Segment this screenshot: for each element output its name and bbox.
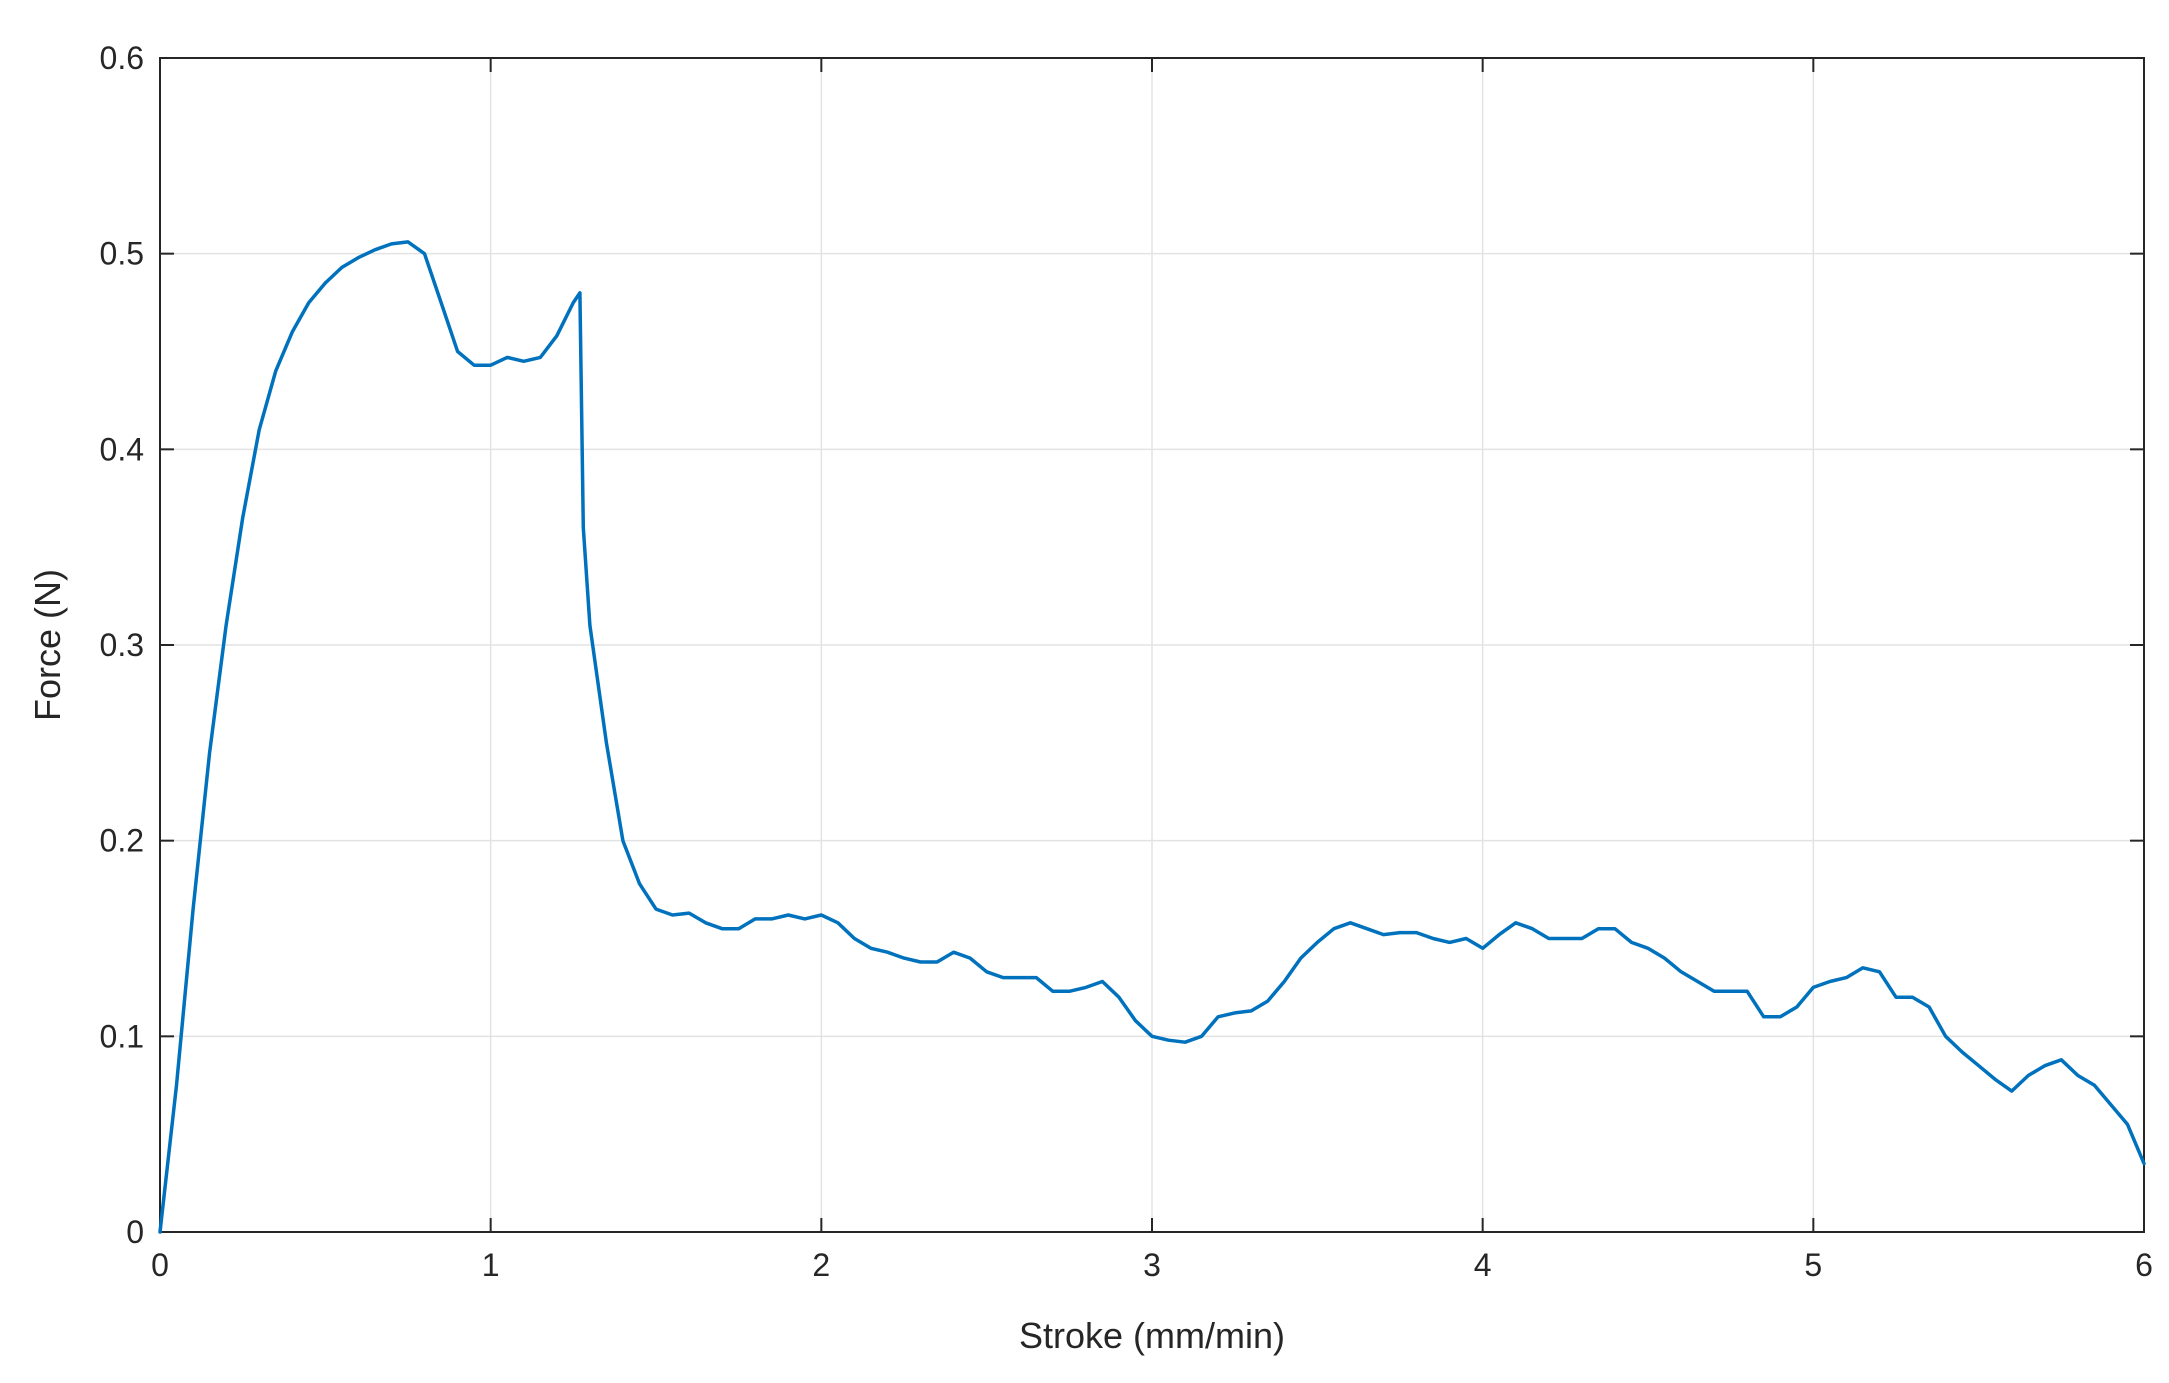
x-tick-label: 5 [1804, 1247, 1822, 1283]
x-tick-label: 6 [2135, 1247, 2153, 1283]
y-tick-labels: 0 0.1 0.2 0.3 0.4 0.5 0.6 [100, 40, 144, 1250]
x-tick-label: 4 [1474, 1247, 1492, 1283]
y-tick-label: 0.5 [100, 236, 144, 272]
axis-ticks [159, 57, 2145, 1233]
series-layer [158, 240, 2146, 1234]
y-axis-label: Force (N) [27, 569, 68, 721]
y-tick-label: 0.1 [100, 1018, 144, 1054]
x-tick-label: 2 [812, 1247, 830, 1283]
y-tick-label: 0.3 [100, 627, 144, 663]
x-tick-labels: 0 1 2 3 4 5 6 [151, 1247, 2153, 1283]
y-tick-label: 0 [126, 1214, 144, 1250]
x-axis-label: Stroke (mm/min) [1019, 1315, 1285, 1356]
y-tick-label: 0.4 [100, 431, 144, 467]
y-tick-label: 0.6 [100, 40, 144, 76]
force-series-line [158, 240, 2146, 1234]
x-tick-label: 0 [151, 1247, 169, 1283]
grid-lines [160, 58, 2144, 1232]
x-tick-label: 3 [1143, 1247, 1161, 1283]
x-tick-label: 1 [482, 1247, 500, 1283]
y-tick-label: 0.2 [100, 823, 144, 859]
